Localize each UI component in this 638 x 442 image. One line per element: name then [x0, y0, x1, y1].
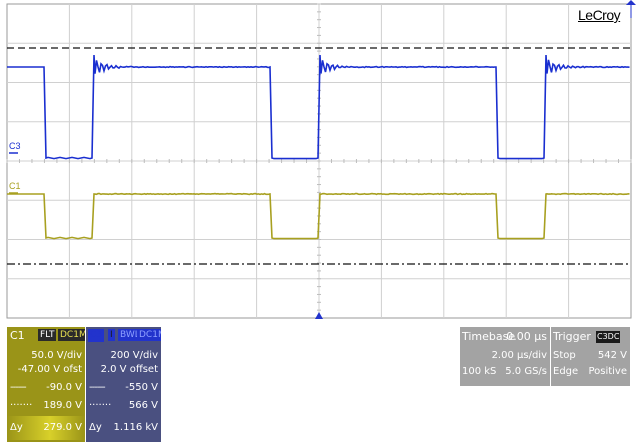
timebase-samples: 100 kS	[462, 365, 496, 379]
ch1-delta-label: Δy	[10, 416, 23, 440]
ch1-filter-tag: FLT	[38, 329, 56, 341]
ch1-descriptor-panel[interactable]: C1 FLT DC1M 50.0 V/div -47.00 V ofst ---…	[7, 327, 85, 442]
ch3-descriptor-panel[interactable]: C3 I BWL DC1M 200 V/div 2.0 V offset ---…	[86, 327, 161, 442]
timebase-sample-rate: 5.0 GS/s	[505, 365, 547, 379]
timebase-delay: 0.00 µs	[506, 329, 547, 345]
ch1-ground-marker[interactable]: C1	[9, 181, 21, 191]
ch1-delta-value: 279.0 V	[43, 416, 82, 440]
timebase-time-per-div: 2.00 µs/div	[492, 349, 547, 363]
trigger-mode: Stop	[553, 349, 576, 363]
trigger-slope: Positive	[588, 365, 627, 379]
ch3-panel-label: C3	[88, 329, 104, 342]
ch1-volts-per-div: 50.0 V/div	[31, 349, 82, 363]
trigger-panel[interactable]: Trigger C3DC Stop 542 V Edge Positive	[551, 327, 630, 386]
ch3-delta-label: Δy	[89, 421, 102, 435]
graticule	[7, 4, 631, 318]
ch1-cursor2-value: 189.0 V	[43, 399, 82, 413]
trigger-type: Edge	[553, 365, 578, 379]
trigger-level-icon	[626, 0, 636, 5]
ch3-cursor1-value: -550 V	[125, 381, 158, 395]
ch1-panel-label: C1	[10, 329, 25, 343]
ch3-delta-value: 1.116 kV	[114, 421, 158, 435]
ch3-coupling-tag: DC1M	[137, 329, 161, 341]
timebase-panel[interactable]: Timebase 0.00 µs 2.00 µs/div 100 kS 5.0 …	[460, 327, 550, 386]
trigger-title: Trigger	[553, 329, 591, 345]
ch3-invert-tag: I	[108, 329, 115, 341]
brand-logo: LeCroy	[578, 7, 620, 23]
ch1-offset: -47.00 V ofst	[18, 363, 82, 377]
trigger-source-tag: C3DC	[596, 331, 620, 343]
ch3-cursor1-icon: ------	[89, 381, 105, 395]
ch3-cursor2-value: 566 V	[129, 399, 158, 413]
ch1-cursor1-value: -90.0 V	[46, 381, 82, 395]
ch1-cursor1-icon: ------	[10, 381, 26, 395]
ch3-ground-marker[interactable]: C3	[9, 141, 21, 151]
trigger-level: 542 V	[598, 349, 627, 363]
ch3-volts-per-div: 200 V/div	[110, 349, 158, 363]
ch1-cursor2-icon: ·······	[10, 399, 32, 413]
ch3-cursor2-icon: ·······	[89, 399, 111, 413]
ch1-coupling-tag: DC1M	[58, 329, 85, 341]
ch1-marker-label: C1	[9, 181, 21, 191]
ch3-marker-label: C3	[9, 141, 21, 151]
ch3-offset: 2.0 V offset	[101, 363, 158, 377]
